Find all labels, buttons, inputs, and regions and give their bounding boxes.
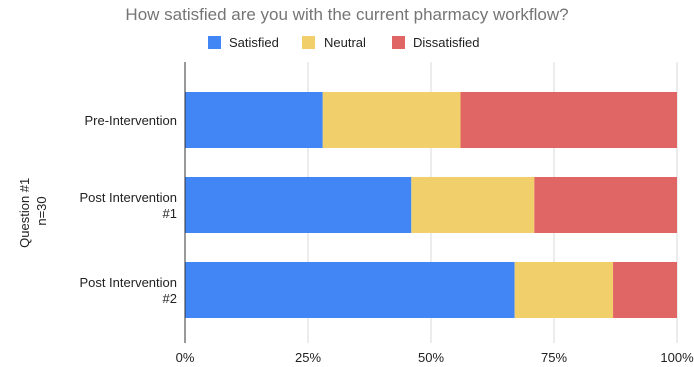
bar-dissatisfied xyxy=(534,177,677,233)
legend-swatch-dissatisfied xyxy=(392,36,405,49)
chart-title: How satisfied are you with the current p… xyxy=(125,5,568,24)
category-label: Pre-Intervention xyxy=(85,113,178,128)
bar-dissatisfied xyxy=(461,92,677,148)
y-axis-title: Question #1 n=30 xyxy=(17,174,49,248)
x-tick-label: 0% xyxy=(176,350,195,365)
category-label-line: #2 xyxy=(163,291,177,306)
legend-swatch-satisfied xyxy=(208,36,221,49)
legend-label-satisfied: Satisfied xyxy=(229,35,279,50)
x-tick-labels: 0% 25% 50% 75% 100% xyxy=(176,350,694,365)
category-label-line: Post Intervention xyxy=(79,275,177,290)
legend: Satisfied Neutral Dissatisfied xyxy=(208,35,479,50)
x-tick-label: 25% xyxy=(295,350,321,365)
bar-satisfied xyxy=(185,262,515,318)
bar-satisfied xyxy=(185,177,411,233)
legend-label-dissatisfied: Dissatisfied xyxy=(413,35,479,50)
category-label-line: #1 xyxy=(163,206,177,221)
category-label: Post Intervention #2 xyxy=(79,275,177,306)
bar-satisfied xyxy=(185,92,323,148)
y-axis-title-line-2: n=30 xyxy=(34,196,49,225)
category-label-line: Pre-Intervention xyxy=(85,113,178,128)
legend-label-neutral: Neutral xyxy=(324,35,366,50)
x-tick-label: 75% xyxy=(541,350,567,365)
bars xyxy=(185,92,677,318)
category-label-line: Post Intervention xyxy=(79,190,177,205)
y-axis-title-line-1: Question #1 xyxy=(17,178,32,248)
legend-swatch-neutral xyxy=(302,36,315,49)
bar-dissatisfied xyxy=(613,262,677,318)
bar-neutral xyxy=(323,92,461,148)
bar-neutral xyxy=(515,262,613,318)
x-tick-label: 100% xyxy=(660,350,694,365)
bar-neutral xyxy=(411,177,534,233)
x-tick-label: 50% xyxy=(418,350,444,365)
category-label: Post Intervention #1 xyxy=(79,190,177,221)
